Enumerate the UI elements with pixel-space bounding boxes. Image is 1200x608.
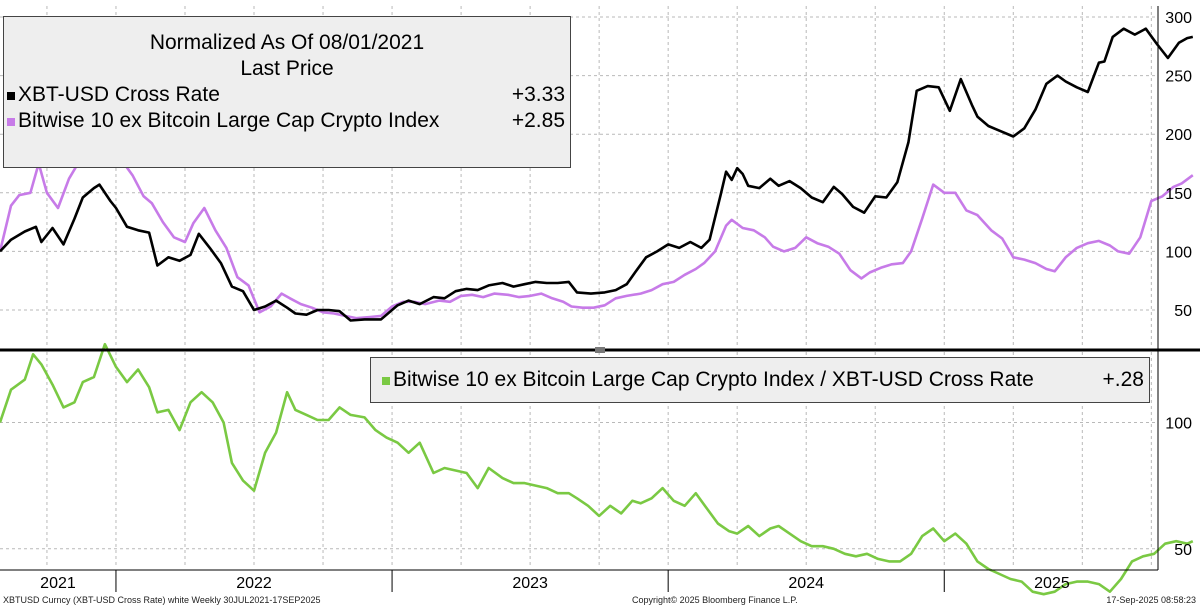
y-tick-label-top: 150 <box>1165 186 1192 203</box>
bottom-legend: Bitwise 10 ex Bitcoin Large Cap Crypto I… <box>370 357 1150 403</box>
y-tick-label-top: 300 <box>1165 10 1192 27</box>
series-line-bitwise-10-ex-bitcoin-large-cap-crypto-index-xbt-usd-cross-rate <box>0 342 1194 596</box>
top-legend: Normalized As Of 08/01/2021 Last Price X… <box>3 16 571 168</box>
legend-value-bitwise: +2.85 <box>511 109 565 132</box>
series-line-xbt-usd-cross-rate <box>0 27 1194 322</box>
y-tick-label-top: 200 <box>1165 127 1192 144</box>
bottom-panel-series <box>0 342 1194 596</box>
top-panel-series <box>0 27 1194 322</box>
chart-title: Normalized As Of 08/01/2021 <box>149 31 425 54</box>
panel-divider-handle <box>595 347 605 353</box>
y-tick-label-top: 100 <box>1165 244 1192 261</box>
legend-value-ratio: +.28 <box>1102 368 1144 391</box>
x-tick-label: 2025 <box>1034 575 1070 592</box>
legend-entry-ratio: Bitwise 10 ex Bitcoin Large Cap Crypto I… <box>371 367 1149 393</box>
y-tick-label-bottom: 100 <box>1165 416 1192 433</box>
legend-label-ratio: Bitwise 10 ex Bitcoin Large Cap Crypto I… <box>393 368 1034 391</box>
footer-source: XBTUSD Curncy (XBT-USD Cross Rate) white… <box>3 595 321 605</box>
legend-label-xbt: XBT-USD Cross Rate <box>18 83 220 106</box>
axes: 50 100 150 200 250 300 50 100 2021 2022 2023 2024 20… <box>0 6 1200 592</box>
x-tick-label: 2022 <box>236 575 272 592</box>
series-line-bitwise-10-ex-bitcoin-large-cap-crypto-index <box>0 135 1194 320</box>
y-tick-label-top: 250 <box>1165 69 1192 86</box>
legend-swatch-bitwise <box>7 118 15 126</box>
legend-value-xbt: +3.33 <box>511 83 565 106</box>
legend-swatch-ratio <box>382 377 390 385</box>
chart-subtitle: Last Price <box>240 57 334 80</box>
legend-label-bitwise: Bitwise 10 ex Bitcoin Large Cap Crypto I… <box>18 109 440 132</box>
x-tick-label: 2023 <box>512 575 548 592</box>
x-tick-label: 2021 <box>40 575 76 592</box>
legend-entry-xbt: XBT-USD Cross Rate +3.33 <box>4 82 570 108</box>
y-tick-label-top: 50 <box>1174 303 1192 320</box>
footer-timestamp: 17-Sep-2025 08:58:23 <box>1106 595 1196 605</box>
x-tick-label: 2024 <box>788 575 824 592</box>
legend-swatch-xbt <box>7 92 15 100</box>
footer-copyright: Copyright© 2025 Bloomberg Finance L.P. <box>632 595 798 605</box>
legend-entry-bitwise: Bitwise 10 ex Bitcoin Large Cap Crypto I… <box>4 108 570 134</box>
y-tick-label-bottom: 50 <box>1174 542 1192 559</box>
